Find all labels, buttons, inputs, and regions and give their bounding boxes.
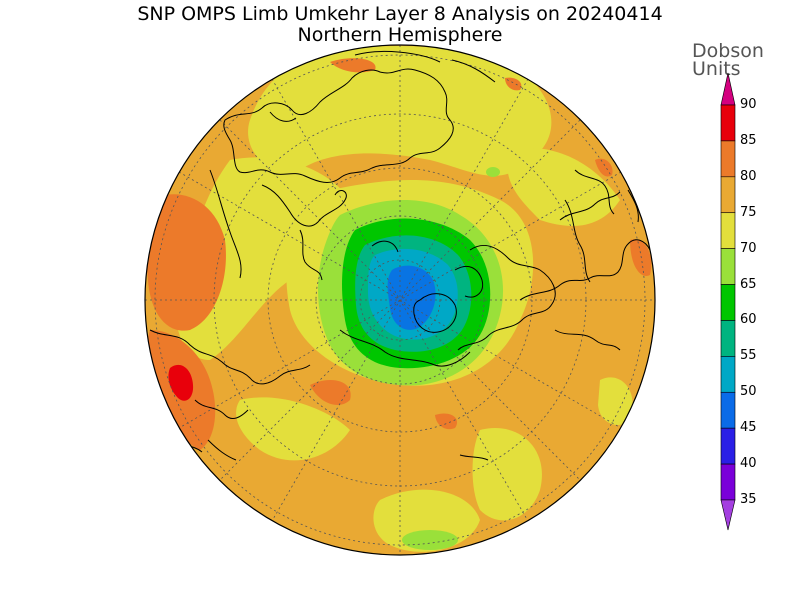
colorbar-segment: [720, 248, 736, 285]
contour-80-east: [595, 158, 613, 177]
colorbar-segment: [720, 104, 736, 142]
colorbar-tick-label: 80: [740, 168, 757, 184]
colorbar: [720, 72, 736, 531]
colorbar-tick-label: 45: [740, 420, 757, 436]
plot-subtitle: Northern Hemisphere: [297, 24, 503, 46]
colorbar-tick-label: 50: [740, 384, 757, 400]
colorbar-tick-label: 40: [740, 456, 757, 472]
colorbar-segment: [720, 212, 736, 249]
contour-80-center-south: [310, 380, 351, 405]
contour-80-top-right: [505, 77, 522, 91]
colorbar-segment: [720, 284, 736, 321]
contour-70-east: [598, 377, 633, 425]
contour-65-bottom: [402, 530, 458, 550]
map-border: [144, 44, 656, 556]
colorbar-top-arrow: [720, 72, 736, 106]
contour-80-west: [145, 194, 226, 331]
plot-title: SNP OMPS Limb Umkehr Layer 8 Analysis on…: [137, 3, 663, 25]
contour-65-spot: [486, 167, 500, 177]
colorbar-tick-label: 65: [740, 276, 757, 292]
colorbar-segment: [720, 320, 736, 357]
contour-80-top: [330, 58, 376, 73]
colorbar-tick-label: 60: [740, 312, 757, 328]
colorbar-tick-label: 75: [740, 204, 757, 220]
graticule: [145, 45, 655, 555]
colorbar-tick-label: 85: [740, 132, 757, 148]
contour-70-southwest: [236, 397, 350, 461]
colorbar-unit-line1: Dobson: [692, 40, 764, 62]
colorbar-tick-label: 70: [740, 240, 757, 256]
colorbar-bottom-arrow: [720, 499, 736, 531]
colorbar-segment: [720, 391, 736, 429]
colorbar-segment: [720, 176, 736, 214]
polar-map: [144, 44, 656, 556]
colorbar-segment: [720, 356, 736, 393]
colorbar-segment: [720, 140, 736, 178]
colorbar-segment: [720, 463, 736, 501]
contour-70-south: [472, 428, 542, 521]
colorbar-tick-label: 35: [740, 492, 757, 507]
colorbar-tick-label: 90: [740, 97, 757, 112]
colorbar-tick-label: 55: [740, 348, 757, 364]
ozone-contours: [145, 45, 655, 555]
colorbar-segment: [720, 427, 736, 465]
contour-85: [168, 364, 194, 401]
contour-80-farEast: [630, 239, 652, 276]
